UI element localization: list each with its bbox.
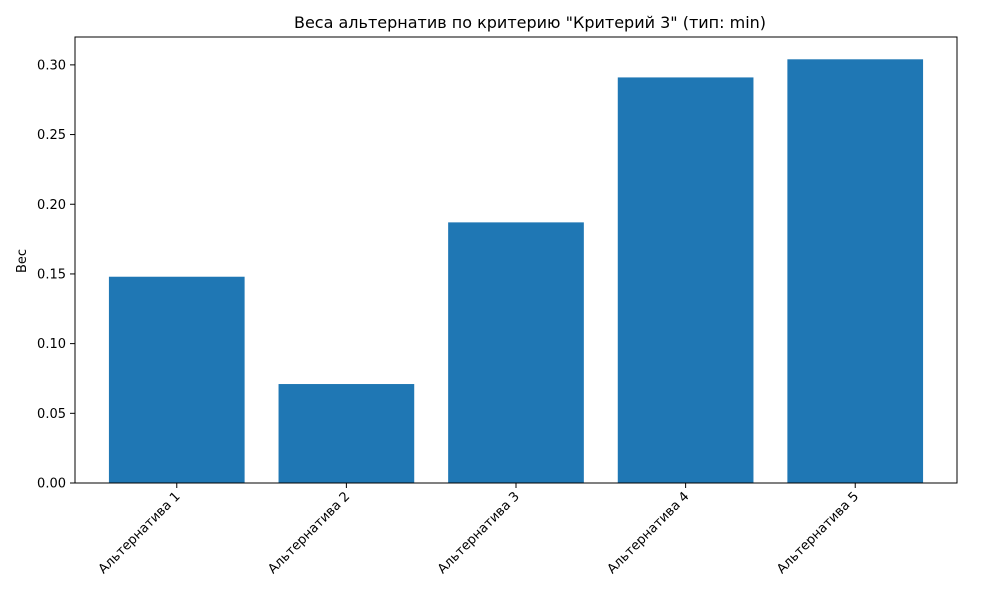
x-tick-label-4: Альтернатива 4: [605, 489, 693, 577]
x-tick-label-3: Альтернатива 3: [435, 489, 523, 577]
plot-area: 0.00 0.05 0.10 0.15 0.20 0.25 0.30 Альтернатива…: [37, 36, 958, 577]
y-tick-label-3: 0.15: [37, 267, 66, 282]
bar-3: [448, 222, 584, 483]
y-tick-label-4: 0.20: [37, 198, 66, 213]
x-tick-label-1: Альтернатива 1: [96, 489, 184, 577]
bar-4: [617, 77, 754, 484]
x-tick-label-2: Альтернатива 2: [265, 489, 353, 577]
y-tick-label-0: 0.00: [37, 477, 66, 492]
bar-2: [278, 384, 415, 483]
x-tick-label-5: Альтернатива 5: [774, 489, 862, 577]
y-tick-label-1: 0.05: [37, 407, 66, 422]
y-tick-label-6: 0.30: [37, 58, 66, 73]
y-axis-title: Вес: [15, 249, 30, 273]
bar-5: [787, 59, 924, 484]
chart-title: Веса альтернатив по критерию "Критерий 3…: [294, 13, 766, 32]
y-tick-label-5: 0.25: [37, 128, 66, 143]
y-tick-label-2: 0.10: [37, 337, 66, 352]
bar-1: [108, 276, 245, 483]
